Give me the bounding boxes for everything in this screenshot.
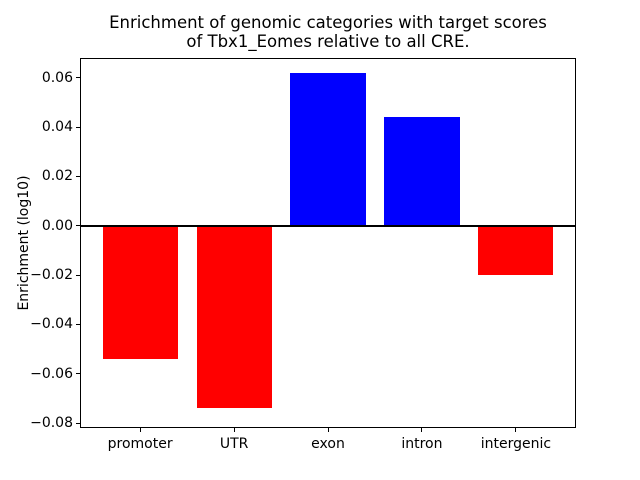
xtick-label-UTR: UTR [219,436,249,452]
xtick-mark [139,428,141,432]
ytick-mark [76,373,80,375]
y-axis-label: Enrichment (log10) [16,175,32,311]
ytick-label: 0.00 [41,217,73,234]
xtick-mark [327,428,329,432]
ytick-label: −0.04 [30,316,73,333]
xtick-label-exon: exon [311,436,345,452]
xtick-mark [421,428,423,432]
xtick-mark [233,428,235,432]
bar-exon [290,72,366,226]
bar-UTR [196,225,272,409]
bar-intergenic [478,225,554,275]
ytick-label: −0.06 [30,365,73,382]
ytick-label: 0.02 [41,168,73,185]
ytick-label: 0.04 [41,119,73,136]
ytick-mark [76,126,80,128]
bar-promoter [102,225,178,359]
ytick-mark [76,225,80,227]
ytick-label: 0.06 [41,69,73,86]
xtick-label-intergenic: intergenic [480,436,552,452]
ytick-mark [76,77,80,79]
ytick-mark [76,274,80,276]
ytick-label: −0.02 [30,267,73,284]
bar-intron [384,117,460,226]
chart-title: Enrichment of genomic categories with ta… [109,13,547,51]
zero-line [80,224,576,227]
ytick-label: −0.08 [30,415,73,432]
xtick-mark [515,428,517,432]
ytick-mark [76,422,80,424]
ytick-mark [76,175,80,177]
ytick-mark [76,323,80,325]
xtick-label-intron: intron [401,436,443,452]
xtick-label-promoter: promoter [107,436,173,452]
